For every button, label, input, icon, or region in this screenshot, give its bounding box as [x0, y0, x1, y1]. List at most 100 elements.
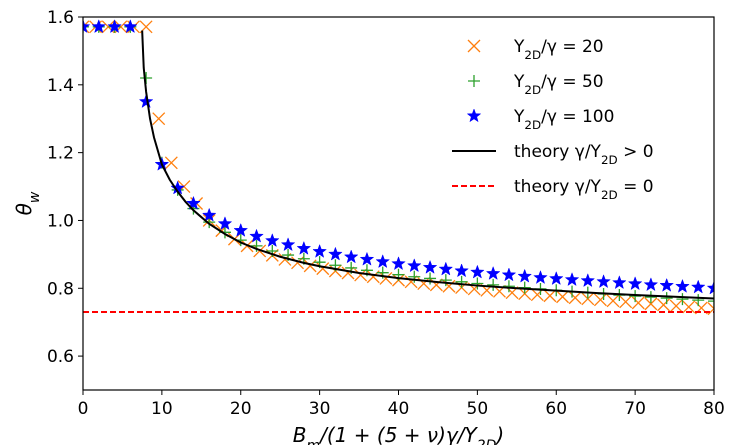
series-2-point [643, 277, 659, 292]
series-2-point [659, 277, 675, 292]
series-0-point [164, 156, 178, 170]
series-3-line [141, 30, 714, 300]
series-0-point [556, 290, 570, 304]
series-2-point [422, 259, 438, 274]
series-1-point [424, 272, 437, 285]
series-2-point [564, 272, 580, 287]
y-axis-label: θw [12, 191, 43, 215]
legend-label: Y2D/γ = 50 [513, 72, 604, 97]
series-2-point [233, 222, 249, 237]
series-0-point [568, 291, 582, 305]
series-0-point [644, 297, 658, 311]
series-1-point [471, 277, 484, 290]
legend-marker [466, 108, 482, 123]
series-0-point [543, 289, 557, 303]
series-2-point [249, 228, 264, 243]
series-2-point [375, 254, 391, 269]
series-1-point [408, 270, 421, 283]
series-2-point [122, 19, 138, 34]
series-2-point [454, 263, 469, 278]
series-2-point [438, 261, 454, 276]
series-0-point [341, 266, 355, 280]
axes-layer: 0 10 20 30 40 50 60 70 80 0.6 0.8 1.0 1.2 1.4 1.6 Bm/(1… [12, 8, 725, 445]
legend-entry-2: Y2D/γ = 100 [466, 107, 614, 132]
series-2-point [201, 207, 217, 222]
legend-marker [467, 39, 481, 53]
series-0-point [354, 268, 368, 282]
series-0-point [581, 292, 595, 306]
series-2-point [501, 267, 517, 282]
y-tick-label: 0.8 [47, 279, 74, 299]
series-2-point [391, 256, 406, 271]
legend-entry-1: Y2D/γ = 50 [468, 72, 604, 97]
legend-label: Y2D/γ = 20 [513, 37, 604, 62]
legend-entry-0: Y2D/γ = 20 [467, 37, 604, 62]
series-0-point [593, 293, 607, 307]
series-2-point [580, 273, 596, 288]
series-2-point [186, 195, 201, 210]
series-2-point [533, 270, 548, 285]
series-2-point [312, 243, 327, 258]
y-tick-label: 1.0 [47, 211, 74, 231]
series-1-point [676, 293, 689, 306]
x-tick-label: 80 [703, 399, 725, 419]
series-2-point [485, 265, 501, 280]
series-2-point [83, 19, 91, 34]
legend-label: theory γ/Y2D = 0 [514, 177, 654, 202]
series-3 [141, 30, 714, 300]
x-tick-label: 0 [78, 399, 89, 419]
legend: Y2D/γ = 20 Y2D/γ = 50 Y2D/γ = 100 theory γ/… [452, 37, 654, 202]
y-tick-label: 1.6 [47, 8, 74, 28]
series-0-point [619, 295, 633, 309]
series-0-point [669, 299, 683, 313]
series-2-point [690, 279, 706, 294]
x-tick-label: 70 [624, 399, 646, 419]
legend-label: Y2D/γ = 100 [513, 107, 614, 132]
x-tick-label: 30 [309, 399, 331, 419]
series-2-point [91, 19, 107, 34]
series-2-point [675, 278, 690, 293]
x-tick-label: 10 [151, 399, 173, 419]
series-2-point [470, 264, 485, 279]
series-0-point [631, 296, 645, 310]
legend-entry-4: theory γ/Y2D = 0 [452, 177, 654, 202]
y-tick-label: 1.2 [47, 144, 74, 164]
x-axis-label: Bm/(1 + (5 + ν)γ/Y2D) [293, 423, 504, 445]
series-2 [83, 19, 714, 295]
series-2-point [611, 275, 627, 290]
series-2-point [280, 237, 296, 252]
legend-marker [468, 75, 480, 87]
x-tick-label: 60 [545, 399, 567, 419]
series-2-point [359, 251, 375, 266]
series-2-point [406, 258, 422, 273]
legend-entry-3: theory γ/Y2D > 0 [452, 142, 654, 167]
series-1-point [644, 291, 657, 304]
series-0-point [316, 262, 330, 276]
x-tick-label: 40 [388, 399, 410, 419]
series-2-point [296, 240, 312, 255]
series-2-point [706, 280, 714, 295]
plot-frame [82, 16, 715, 391]
series-1-point [692, 294, 705, 307]
series-2-point [328, 246, 343, 261]
series-0-point [682, 300, 696, 314]
series-0-point [379, 271, 393, 285]
series-2-point [343, 249, 359, 264]
series-2-point [548, 271, 564, 286]
series-1-point [487, 278, 500, 291]
legend-label: theory γ/Y2D > 0 [514, 142, 654, 167]
series-2-point [627, 276, 643, 291]
series-2-point [596, 274, 611, 289]
x-tick-label: 50 [467, 399, 489, 419]
series-2-point [264, 233, 280, 248]
series-0-point [404, 275, 418, 289]
y-tick-label: 0.6 [47, 347, 74, 367]
series-0-point [152, 112, 166, 126]
series-2-point [138, 94, 154, 109]
y-tick-label: 1.4 [47, 76, 74, 96]
series-0-point [606, 294, 620, 308]
series-0-point [657, 298, 670, 312]
series-2-point [107, 19, 122, 34]
series-2-point [217, 216, 233, 231]
